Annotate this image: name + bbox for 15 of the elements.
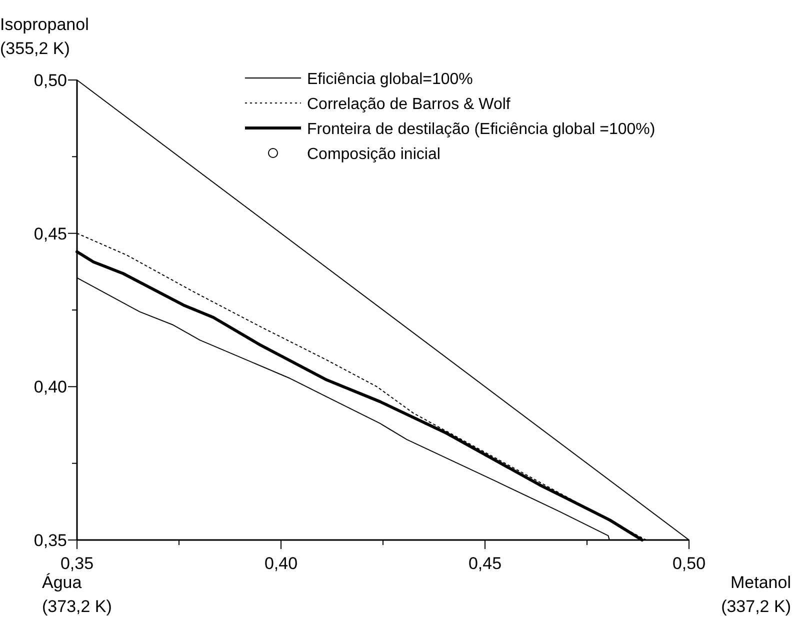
legend-label: Correlação de Barros & Wolf <box>307 96 511 113</box>
y-tick-label: 0,35 <box>34 531 67 550</box>
y-tick-label: 0,40 <box>34 378 67 397</box>
legend-label: Composição inicial <box>307 146 440 163</box>
legend-label: Eficiência global=100% <box>307 71 473 88</box>
y-tick-label: 0,45 <box>34 224 67 244</box>
x-tick-label: 0,50 <box>672 554 706 573</box>
legend-label: Fronteira de destilação (Eficiência global =100%) <box>307 121 656 138</box>
text: Metanol (337,2 K) <box>721 573 791 616</box>
text: Água (373,2 K) <box>42 573 112 616</box>
x-tick-label: 0,40 <box>264 554 298 573</box>
y-tick-label: 0,50 <box>34 71 67 90</box>
text: Isopropanol (355,2 K) <box>0 15 89 58</box>
x-tick-label: 0,35 <box>60 554 94 573</box>
x-tick-label: 0,45 <box>468 554 502 573</box>
